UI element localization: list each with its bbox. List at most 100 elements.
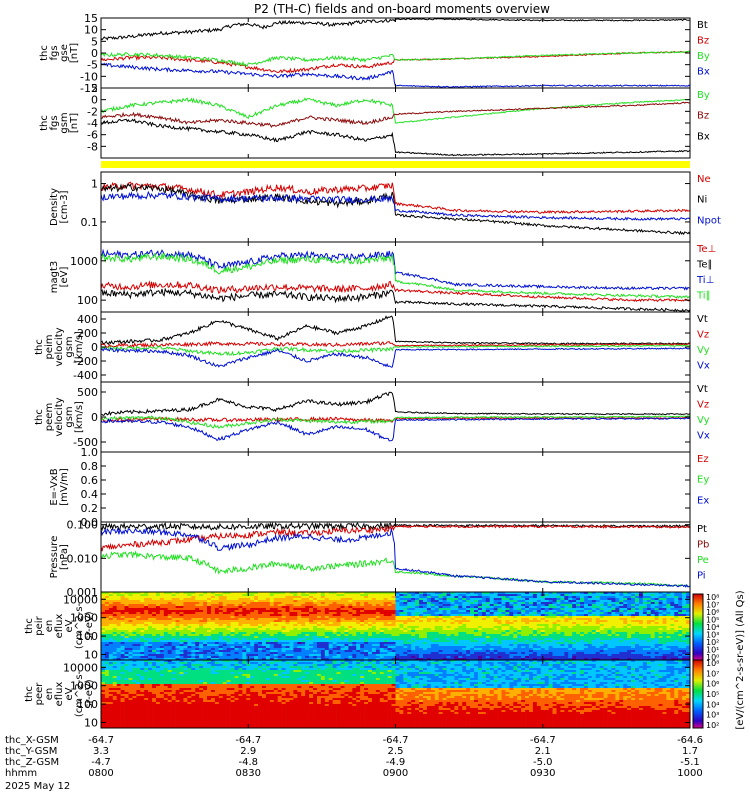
spectrogram-cell xyxy=(532,642,538,645)
spectrogram-cell xyxy=(419,640,424,643)
spectrogram-cell xyxy=(379,596,385,599)
spectrogram-cell xyxy=(583,624,589,627)
spectrogram-cell xyxy=(281,644,286,647)
spectrogram-cell xyxy=(140,612,145,615)
spectrogram-cell xyxy=(309,606,314,609)
spectrogram-cell xyxy=(603,638,608,641)
spectrogram-cell xyxy=(383,630,388,633)
spectrogram-cell xyxy=(261,604,267,607)
spectrogram-cell xyxy=(635,598,640,601)
spectrogram-cell xyxy=(305,606,310,609)
spectrogram-cell xyxy=(481,652,487,655)
spectrogram-cell xyxy=(481,600,487,603)
spectrogram-cell xyxy=(352,608,357,611)
spectrogram-cell xyxy=(167,622,172,625)
spectrogram-cell xyxy=(301,620,306,623)
spectrogram-cell xyxy=(426,622,432,625)
spectrogram-cell xyxy=(285,614,290,617)
spectrogram-cell xyxy=(454,636,459,639)
spectrogram-cell xyxy=(509,622,514,625)
spectrogram-cell xyxy=(297,614,302,617)
spectrogram-cell xyxy=(375,592,381,595)
spectrogram-cell xyxy=(207,636,212,639)
spectrogram-cell xyxy=(203,638,208,641)
spectrogram-cell xyxy=(316,652,322,655)
spectrogram-cell xyxy=(140,658,145,661)
spectrogram-cell xyxy=(576,638,581,641)
spectrogram-cell xyxy=(207,610,212,613)
spectrogram-cell xyxy=(474,650,479,653)
spectrogram-cell xyxy=(485,604,491,607)
spectrogram-cell xyxy=(155,604,161,607)
spectrogram-cell xyxy=(356,622,361,625)
spectrogram-cell xyxy=(411,602,416,605)
spectrogram-cell xyxy=(529,616,534,619)
spectrogram-cell xyxy=(595,652,600,655)
spectrogram-cell xyxy=(226,616,231,619)
spectrogram-cell xyxy=(218,596,224,599)
spectrogram-cell xyxy=(540,622,546,625)
spectrogram-cell xyxy=(250,600,255,603)
spectrogram-cell xyxy=(324,602,330,605)
spectrogram-cell xyxy=(281,646,286,649)
spectrogram-cell xyxy=(580,630,585,633)
spectrogram-cell xyxy=(348,636,353,639)
spectrogram-cell xyxy=(124,602,129,605)
spectrogram-cell xyxy=(258,592,263,595)
ytick-label: 100 xyxy=(77,294,98,307)
spectrogram-cell xyxy=(258,654,263,657)
spectrogram-cell xyxy=(532,652,538,655)
spectrogram-cell xyxy=(203,644,208,647)
spectrogram-cell xyxy=(246,650,251,653)
spectrogram-cell xyxy=(340,604,345,607)
spectrogram-cell xyxy=(568,616,573,619)
spectrogram-cell xyxy=(403,600,408,603)
spectrogram-cell xyxy=(595,608,600,611)
spectrogram-cell xyxy=(214,594,220,597)
spectrogram-cell xyxy=(477,634,483,637)
spectrogram-cell xyxy=(175,618,180,621)
spectrogram-cell xyxy=(222,636,227,639)
spectrogram-cell xyxy=(548,636,553,639)
spectrogram-cell xyxy=(591,638,597,641)
spectrogram-cell xyxy=(493,606,498,609)
spectrogram-cell xyxy=(285,646,290,649)
spectrogram-cell xyxy=(619,610,624,613)
spectrogram-cell xyxy=(619,626,624,629)
spectrogram-cell xyxy=(595,642,600,645)
spectrogram-cell xyxy=(152,658,157,661)
spectrogram-cell xyxy=(328,608,333,611)
spectrogram-cell xyxy=(352,626,357,629)
spectrogram-cell xyxy=(254,628,259,631)
spectrogram-cell xyxy=(301,648,306,651)
spectrogram-cell xyxy=(352,602,357,605)
spectrogram-cell xyxy=(462,594,467,597)
spectrogram-cell xyxy=(411,592,416,595)
spectrogram-cell xyxy=(293,600,298,603)
spectrogram-cell xyxy=(148,610,153,613)
spectrogram-cell xyxy=(576,618,581,621)
spectrogram-cell xyxy=(481,604,487,607)
spectrogram-cell xyxy=(434,632,439,635)
spectrogram-cell xyxy=(415,634,420,637)
spectrogram-cell xyxy=(415,596,420,599)
spectrogram-cell xyxy=(623,656,628,659)
spectrogram-cell xyxy=(525,622,530,625)
spectrogram-cell xyxy=(497,602,502,605)
spectrogram-cell xyxy=(631,620,636,623)
spectrogram-cell xyxy=(191,640,196,643)
ylabel-line: magt3 xyxy=(49,261,60,294)
spectrogram-cell xyxy=(140,656,145,659)
spectrogram-cell xyxy=(207,638,212,641)
spectrogram-cell xyxy=(273,648,278,651)
spectrogram-cell xyxy=(631,618,636,621)
spectrogram-cell xyxy=(159,640,165,643)
spectrogram-cell xyxy=(254,620,259,623)
spectrogram-cell xyxy=(493,594,498,597)
spectrogram-cell xyxy=(128,618,133,621)
spectrogram-cell xyxy=(497,598,502,601)
spectrogram-cell xyxy=(120,640,125,643)
spectrogram-cell xyxy=(407,652,412,655)
spectrogram-cell xyxy=(238,596,243,599)
